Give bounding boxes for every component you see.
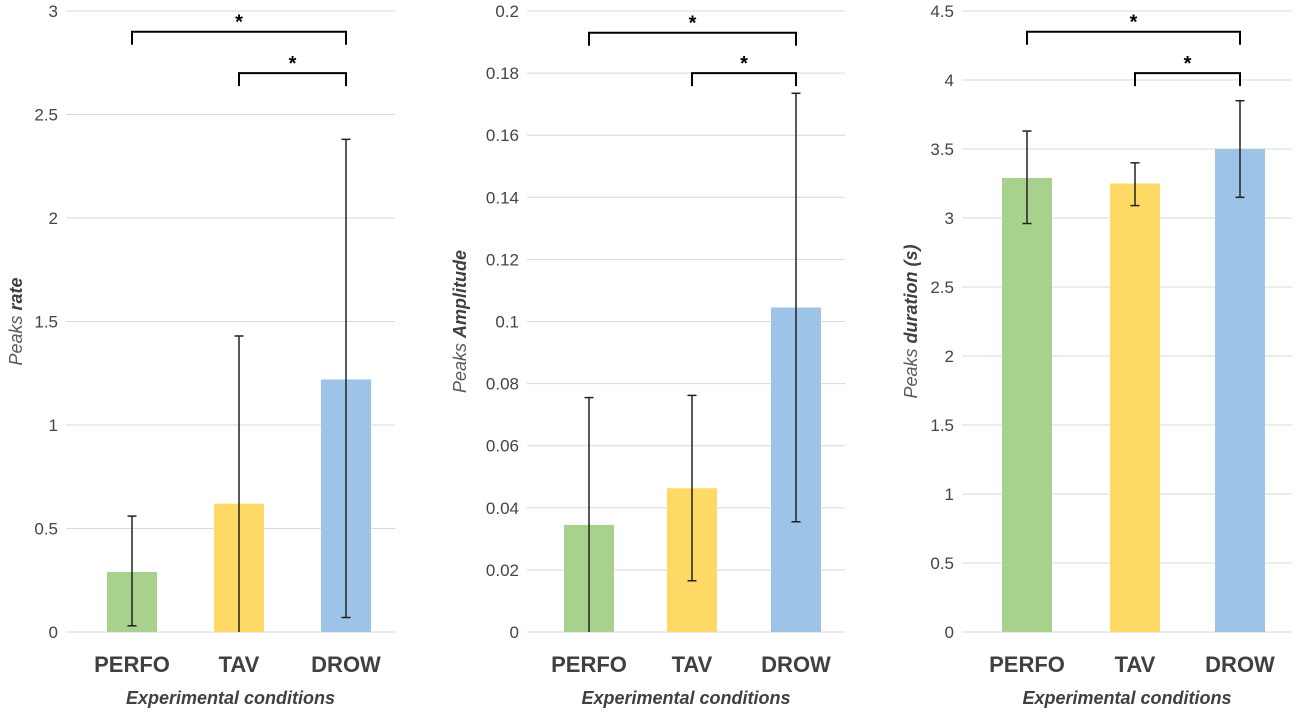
y-tick-label: 4.5	[930, 2, 954, 21]
error-bar-perfo	[127, 515, 137, 627]
y-axis-title-prefix: Peaks	[901, 343, 921, 398]
y-tick-label: 4	[945, 71, 954, 90]
significance-bracket: *	[588, 13, 797, 46]
y-tick-label: 0.5	[34, 520, 58, 539]
y-tick-label: 0.1	[495, 313, 519, 332]
y-tick-label: 0.02	[486, 561, 519, 580]
y-axis-title: Peaks duration (s)	[901, 244, 921, 398]
significance-star: *	[289, 53, 297, 75]
y-tick-label: 0.08	[486, 375, 519, 394]
bar-drow	[1215, 149, 1265, 632]
y-axis-title-emphasis: Amplitude	[450, 250, 470, 339]
x-category-label-tav: TAV	[219, 652, 260, 677]
y-tick-label: 0.04	[486, 499, 519, 518]
y-tick-label: 2	[945, 347, 954, 366]
y-tick-label: 0.16	[486, 126, 519, 145]
x-category-label-perfo: PERFO	[551, 652, 627, 677]
x-axis-title: Experimental conditions	[126, 688, 335, 708]
significance-star: *	[235, 12, 243, 34]
x-category-label-perfo: PERFO	[989, 652, 1065, 677]
significance-bracket: *	[131, 12, 347, 45]
significance-star: *	[1130, 12, 1138, 34]
y-axis-title: Peaks rate	[6, 277, 26, 365]
y-tick-label: 0.18	[486, 64, 519, 83]
error-bar-perfo	[584, 396, 594, 632]
significance-bracket: *	[1134, 53, 1241, 87]
y-tick-label: 0.2	[495, 2, 519, 21]
y-tick-label: 0.5	[930, 554, 954, 573]
x-axis-title: Experimental conditions	[1022, 688, 1231, 708]
bracket-line	[1134, 72, 1241, 87]
error-bar-perfo	[1022, 130, 1032, 225]
significance-star: *	[689, 13, 697, 35]
significance-star: *	[740, 53, 748, 75]
y-tick-label: 2.5	[34, 106, 58, 125]
chart-panel-2: 0 0.02 0.04 0.06 0.08 0.1 0.12 0.14 0.16 0.18 0.2 *…	[450, 2, 845, 708]
bracket-line	[1026, 30, 1241, 45]
y-tick-label: 1.5	[34, 313, 58, 332]
significance-star: *	[1184, 53, 1192, 75]
y-axis-title-emphasis: duration (s)	[901, 244, 921, 343]
y-tick-label: 0.06	[486, 437, 519, 456]
y-tick-label: 1	[49, 416, 58, 435]
bracket-line	[588, 31, 797, 46]
chart-panel-3: 0 0.5 1 1.5 2 2.5 3 3.5 4 4.5 * * PERFO TAV DROW Experi…	[901, 2, 1292, 708]
x-category-label-tav: TAV	[672, 652, 713, 677]
y-tick-label: 3	[945, 209, 954, 228]
y-tick-label: 1.5	[930, 416, 954, 435]
x-category-label-tav: TAV	[1115, 652, 1156, 677]
y-tick-label: 3.5	[930, 140, 954, 159]
significance-bracket: *	[691, 53, 797, 87]
y-axis-title: Peaks Amplitude	[450, 250, 470, 393]
y-tick-label: 2.5	[930, 278, 954, 297]
x-axis-title: Experimental conditions	[581, 688, 790, 708]
y-tick-label: 0	[49, 623, 58, 642]
error-bar-tav	[1130, 162, 1140, 207]
x-category-label-drow: DROW	[1205, 652, 1275, 677]
bracket-line	[238, 72, 347, 87]
bracket-line	[131, 30, 347, 45]
y-tick-label: 2	[49, 209, 58, 228]
y-tick-label: 0.14	[486, 188, 519, 207]
y-tick-label: 0.12	[486, 250, 519, 269]
bar-tav	[1110, 183, 1160, 632]
y-axis-title-emphasis: rate	[6, 277, 26, 310]
y-axis-title-prefix: Peaks	[450, 338, 470, 393]
error-bar-drow	[1235, 99, 1245, 199]
x-category-label-drow: DROW	[311, 652, 381, 677]
bracket-line	[691, 72, 797, 87]
significance-bracket: *	[1026, 12, 1241, 45]
error-bar-drow	[341, 138, 351, 619]
error-bar-tav	[234, 335, 244, 632]
significance-bracket: *	[238, 53, 347, 87]
error-bar-tav	[687, 394, 697, 582]
bar-perfo	[1002, 177, 1052, 633]
x-category-label-drow: DROW	[761, 652, 831, 677]
y-axis-title-prefix: Peaks	[6, 311, 26, 366]
y-tick-label: 3	[49, 2, 58, 21]
error-bar-drow	[791, 92, 801, 523]
y-tick-label: 0	[945, 623, 954, 642]
chart-panel-1: 0 0.5 1 1.5 2 2.5 3 * * PERFO TAV DROW Experimental …	[6, 2, 395, 708]
y-tick-label: 1	[945, 485, 954, 504]
x-category-label-perfo: PERFO	[94, 652, 170, 677]
y-tick-label: 0	[510, 623, 519, 642]
